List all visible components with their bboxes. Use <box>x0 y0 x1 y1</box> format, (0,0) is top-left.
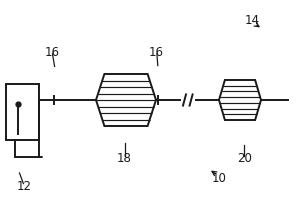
Text: 16: 16 <box>45 46 60 58</box>
Text: 14: 14 <box>244 14 260 26</box>
Bar <box>6 84 39 140</box>
Text: 18: 18 <box>117 152 132 164</box>
Polygon shape <box>219 80 261 120</box>
Text: 10: 10 <box>212 171 226 184</box>
Text: 12: 12 <box>17 180 32 192</box>
Text: 20: 20 <box>237 152 252 164</box>
Polygon shape <box>96 74 156 126</box>
Text: 16: 16 <box>148 46 164 58</box>
